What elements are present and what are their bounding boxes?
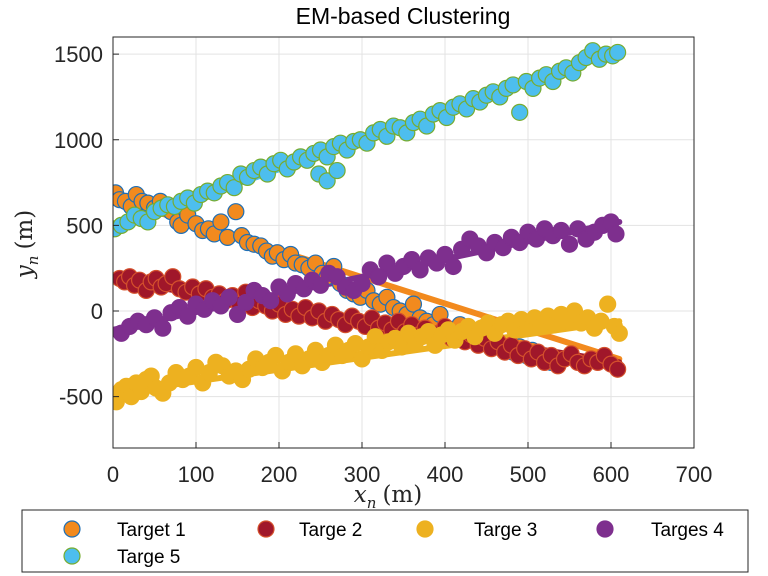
scatter-points [113,42,628,411]
x-tick-label: 200 [261,462,298,487]
legend-marker [63,547,81,565]
data-point [404,295,423,313]
y-axis-label-sub: n [24,256,42,266]
legend-item-targe-5: Targe 5 [63,547,180,568]
x-tick-label: 500 [510,462,547,487]
data-point [599,295,617,313]
data-point [212,213,230,231]
chart-title: EM-based Clustering [296,3,511,29]
legend-label: Target 1 [117,520,186,541]
legend-box [21,509,749,573]
x-tick-label: 400 [427,462,464,487]
y-tick-label: 1500 [54,42,103,67]
y-axis-label-base: y [12,264,38,279]
y-tick-label: 0 [91,299,103,324]
x-axis-label: xn (m) [354,482,422,512]
data-point [228,305,247,324]
series-targes-4 [113,213,625,342]
data-point [444,257,462,276]
x-axis-label-unit: (m) [382,482,422,508]
y-tick-label: 500 [66,213,103,238]
y-tick-label: -500 [59,385,103,410]
x-tick-label: 100 [178,462,215,487]
legend-label: Targe 5 [117,547,180,568]
data-point [610,324,628,342]
plot-frame [112,36,695,449]
y-axis-ticks: -500 0 500 1000 1500 [54,42,119,410]
data-point [353,275,371,293]
data-point [609,360,627,378]
y-tick-label: 1000 [54,128,103,153]
data-point [436,245,454,264]
data-point [411,261,429,279]
data-point [225,179,243,197]
x-axis-label-sub: n [367,494,377,512]
data-point [370,268,388,286]
series-targe-5 [113,42,627,238]
data-point [311,276,330,294]
series-targe-3 [113,295,628,411]
data-point [237,293,255,312]
legend-item-targe-2: Targe 2 [257,520,362,541]
legend-item-targe-3: Targe 3 [416,520,537,541]
x-tick-label: 700 [676,462,713,487]
x-tick-label: 0 [107,462,119,487]
legend-marker [416,520,434,538]
legend-item-target-1: Target 1 [63,520,186,541]
data-point [328,161,346,180]
legend-marker [596,520,614,538]
data-point [607,225,625,243]
x-tick-label: 300 [344,462,381,487]
data-point [218,228,237,246]
data-point [179,307,197,325]
legend-label: Targe 2 [299,520,362,541]
data-point [262,292,280,310]
legend-label: Targe 3 [474,520,537,541]
legend-item-targes-4: Targes 4 [596,520,724,541]
x-axis-ticks: 0 100 200 300 400 500 600 700 [107,442,712,487]
data-point [318,172,336,190]
data-point [154,319,172,337]
data-point [227,203,245,221]
y-axis-label: yn (m) [12,210,42,279]
data-point [220,288,238,306]
legend-label: Targes 4 [651,520,724,541]
x-tick-label: 600 [593,462,630,487]
x-axis-label-base: x [354,482,367,508]
data-point [609,43,627,62]
data-point [267,346,285,365]
data-point [552,221,570,240]
legend-marker [257,520,275,538]
legend-marker [63,520,81,538]
data-point [560,235,579,253]
legend: Target 1 Targe 2 Targe 3 Targes 4 Targe 5 [21,509,749,573]
y-axis-label-unit: (m) [12,210,38,250]
data-point [511,103,529,121]
